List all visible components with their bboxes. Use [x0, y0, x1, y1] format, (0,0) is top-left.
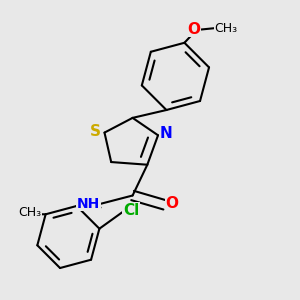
Text: Cl: Cl: [123, 203, 140, 218]
Text: O: O: [188, 22, 201, 37]
Text: S: S: [90, 124, 101, 139]
Text: CH₃: CH₃: [18, 206, 41, 219]
Text: CH₃: CH₃: [215, 22, 238, 35]
Text: O: O: [166, 196, 179, 211]
Text: N: N: [160, 126, 172, 141]
Text: NH: NH: [77, 196, 100, 211]
